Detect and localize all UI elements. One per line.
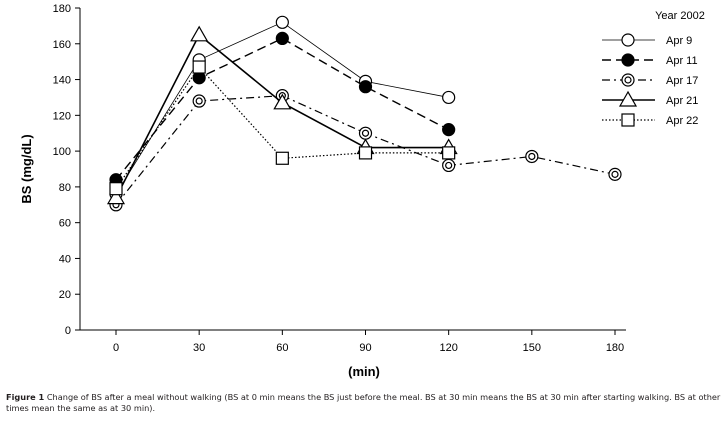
data-point [273, 93, 292, 110]
y-tick-label: 0 [65, 325, 71, 337]
legend-item: Apr 22 [602, 113, 698, 127]
legend-item: Apr 11 [602, 53, 698, 67]
legend-item: Apr 9 [602, 33, 692, 47]
data-point-inner [611, 170, 619, 178]
data-point [192, 60, 206, 74]
data-point-inner [195, 97, 203, 105]
caption-label: Figure 1 [6, 392, 45, 402]
data-point [275, 15, 289, 29]
x-tick-label: 0 [113, 342, 119, 354]
data-point [109, 182, 123, 196]
x-axis-label: (min) [348, 364, 380, 379]
series-apr-22 [109, 60, 456, 196]
figure-caption: Figure 1 Change of BS after a meal witho… [6, 392, 722, 414]
series-line [115, 66, 449, 190]
data-point [358, 146, 373, 160]
legend-label: Apr 9 [666, 35, 692, 47]
caption-text: Change of BS after a meal without walkin… [6, 392, 721, 413]
data-point [275, 151, 289, 165]
y-tick-label: 100 [53, 146, 71, 158]
legend-marker [621, 53, 635, 67]
axes: 0 20 40 60 80 100 120 140 160 180 0 30 60 90 120 150 180… [19, 3, 626, 379]
data-point [442, 146, 456, 160]
x-tick-label: 30 [193, 342, 205, 354]
legend-item: Apr 17 [602, 73, 698, 87]
series-apr-17 [109, 89, 622, 212]
legend-item: Apr 21 [602, 90, 698, 107]
y-tick-label: 20 [59, 289, 71, 301]
series-group [106, 15, 622, 212]
y-tick-label: 160 [53, 39, 71, 51]
x-tick-label: 150 [523, 342, 541, 354]
legend-marker [621, 33, 635, 47]
y-tick-label: 60 [59, 218, 71, 230]
data-point-inner [361, 129, 370, 137]
series-line [115, 37, 449, 181]
data-point [106, 188, 126, 205]
y-tick-label: 120 [53, 110, 71, 122]
legend-marker [618, 90, 638, 107]
data-point [358, 80, 373, 94]
legend-label: Apr 21 [666, 95, 698, 107]
series-apr-21 [106, 25, 458, 205]
legend-marker [621, 113, 635, 127]
data-point [275, 31, 289, 46]
y-tick-label: 140 [53, 75, 71, 87]
data-point [190, 25, 209, 42]
y-tick-label: 40 [59, 253, 71, 265]
legend-label: Apr 22 [666, 115, 698, 127]
data-point [442, 123, 456, 137]
legend-label: Apr 17 [666, 75, 698, 87]
x-tick-label: 60 [276, 342, 288, 354]
y-tick-label: 80 [59, 182, 71, 194]
legend: Year 2002 Apr 9 Apr 11 Apr 17 Apr 21 Apr 22 [602, 10, 705, 127]
data-point-inner [528, 152, 536, 161]
legend-label: Apr 11 [666, 55, 698, 67]
x-tick-label: 180 [606, 342, 624, 354]
legend-marker-inner [624, 76, 632, 84]
data-point-inner [445, 161, 453, 170]
x-tick-label: 90 [359, 342, 371, 354]
legend-title: Year 2002 [655, 10, 705, 22]
y-tick-label: 180 [53, 3, 71, 15]
y-axis-label: BS (mg/dL) [19, 134, 34, 203]
line-chart: 0 20 40 60 80 100 120 140 160 180 0 30 60 90 120 150 180… [19, 3, 705, 379]
x-tick-label: 120 [439, 342, 457, 354]
data-point [442, 90, 456, 105]
